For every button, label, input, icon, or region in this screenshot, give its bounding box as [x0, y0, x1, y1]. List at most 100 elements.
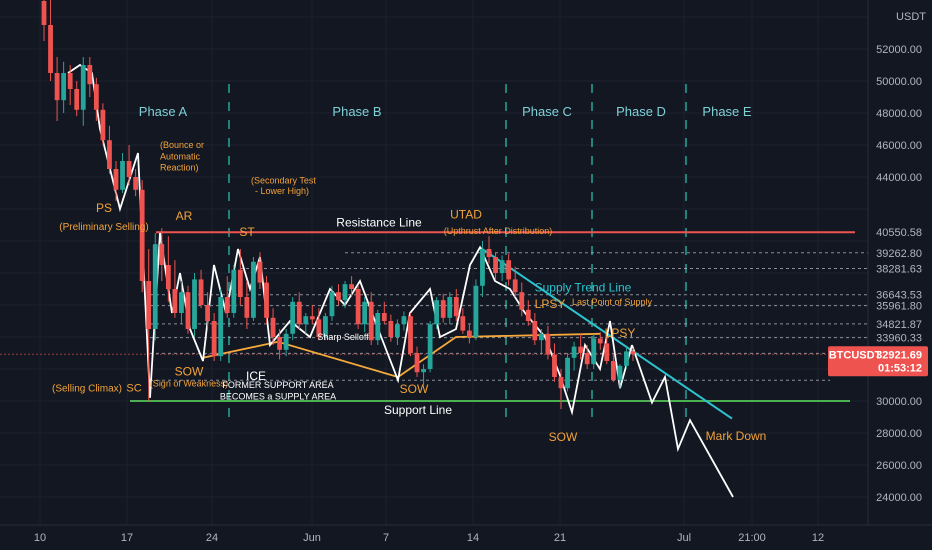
last-price-label: 32921.69 — [876, 349, 922, 361]
time-tick-label: 10 — [34, 532, 46, 544]
price-level-label: 38281.63 — [876, 263, 922, 275]
candle-body — [604, 343, 610, 361]
candle-body — [113, 169, 119, 190]
candle-body — [257, 261, 263, 283]
candle-body — [100, 109, 106, 141]
price-level-lines — [0, 252, 868, 381]
price-tick-label: 48000.00 — [876, 108, 922, 120]
price-level-badge — [870, 287, 930, 302]
phase-labels: Phase A Phase B Phase C Phase D Phase E — [139, 104, 752, 119]
candle-body — [355, 289, 361, 325]
annotation-ice-desc1: FORMER SUPPORT AREA — [222, 380, 333, 390]
price-tick-label: 46000.00 — [876, 140, 922, 152]
candle-body — [499, 260, 505, 273]
candle-body — [486, 249, 492, 257]
candle-body — [349, 284, 354, 289]
time-tick-label: 14 — [467, 532, 479, 544]
candle-body — [578, 346, 584, 353]
candle-body — [342, 284, 348, 301]
candle-body — [512, 279, 518, 293]
candle-body — [466, 330, 472, 337]
candle-body — [565, 357, 570, 389]
candle-body — [323, 316, 328, 337]
time-tick-label: 24 — [206, 532, 218, 544]
markdown-projection — [631, 344, 734, 498]
candle-body — [525, 309, 531, 321]
candle-body — [519, 292, 525, 310]
annotation-ar-desc1: (Bounce or — [160, 140, 204, 150]
annotation-lpsy1: LPSY — [535, 297, 566, 311]
candle-body — [41, 1, 47, 25]
grid — [0, 0, 868, 525]
candle-body — [179, 292, 184, 313]
candle-body — [165, 265, 171, 289]
annotation-st-desc1: (Secondary Test — [251, 175, 316, 185]
annotation-ar-desc2: Automatic — [160, 151, 201, 161]
candle-body — [381, 313, 387, 321]
candle-series — [41, 0, 636, 409]
annotation-utad: UTAD — [450, 208, 482, 222]
candle-body — [630, 351, 636, 355]
price-level-label: 35961.80 — [876, 301, 922, 313]
candle-body — [133, 177, 139, 190]
price-level-label: 39262.80 — [876, 248, 922, 260]
annotation-sow1: SOW — [175, 364, 204, 378]
candle-body — [597, 338, 603, 344]
price-tick-label: 44000.00 — [876, 172, 922, 184]
price-tick-label: 28000.00 — [876, 428, 922, 440]
candle-body — [244, 297, 250, 318]
candle-body — [237, 269, 243, 297]
candle-body — [205, 305, 211, 321]
annotation-ps: PS — [96, 201, 112, 215]
candle-body — [375, 313, 381, 341]
phase-label: Phase B — [332, 104, 381, 119]
candle-body — [571, 346, 577, 358]
candle-body — [414, 353, 420, 373]
candle-body — [617, 365, 623, 381]
time-tick-label: 17 — [121, 532, 133, 544]
candle-body — [460, 316, 466, 331]
currency-label: USDT — [896, 11, 926, 23]
candle-body — [368, 301, 374, 341]
candle-body — [146, 281, 152, 329]
symbol-badge: BTCUSDT — [829, 349, 882, 361]
price-level-badge — [870, 245, 930, 260]
candle-body — [303, 316, 309, 325]
candle-body — [48, 25, 53, 73]
candle-body — [362, 301, 368, 325]
time-tick-label: Jun — [303, 532, 321, 544]
candle-body — [61, 73, 67, 101]
annotation-sc: SC — [126, 382, 141, 394]
phase-label: Phase C — [522, 104, 572, 119]
candle-body — [473, 285, 479, 337]
candle-body — [80, 65, 86, 110]
countdown-label: 01:53:12 — [878, 362, 922, 374]
annotation-utad-desc: (Upthrust After Distribution) — [444, 226, 553, 236]
candle-body — [87, 65, 93, 85]
candle-body — [624, 351, 629, 366]
price-level-label: 40550.58 — [876, 227, 922, 239]
candle-body — [93, 84, 99, 110]
annotation-lpsy2: LPSY — [605, 326, 636, 340]
candle-body — [408, 316, 413, 353]
candle-body — [584, 353, 590, 365]
time-tick-label: 7 — [383, 532, 389, 544]
candle-body — [558, 377, 564, 389]
last-price-badge — [828, 346, 928, 377]
price-level-badge — [870, 298, 930, 313]
time-tick-label: Jul — [677, 532, 691, 544]
annotation-sow3: SOW — [549, 430, 578, 444]
candle-body — [388, 321, 394, 337]
price-tick-label: 50000.00 — [876, 76, 922, 88]
candle-body — [552, 354, 557, 377]
candle-body — [395, 324, 400, 337]
time-axis-background — [0, 525, 932, 550]
candle-body — [453, 297, 459, 317]
price-level-label: 34821.87 — [876, 319, 922, 331]
candle-body — [447, 297, 453, 318]
candle-body — [506, 260, 512, 280]
time-tick-label: 21:00 — [738, 532, 766, 544]
support-label: Support Line — [384, 403, 452, 417]
price-tick-label: 26000.00 — [876, 460, 922, 472]
candle-body — [218, 297, 224, 357]
